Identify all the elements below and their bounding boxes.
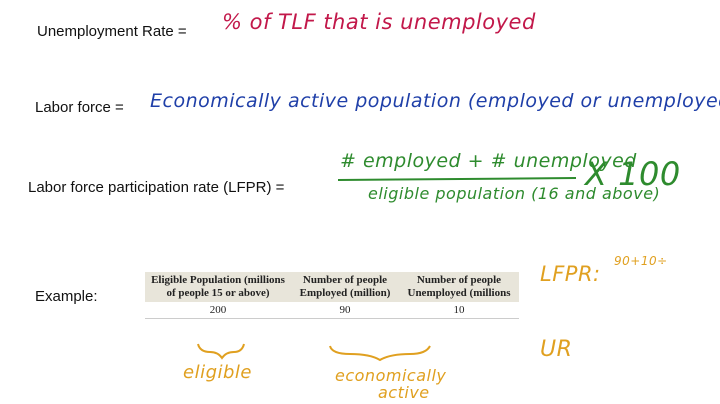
fraction-bar xyxy=(337,177,577,181)
example-table: Eligible Population (millions of people … xyxy=(145,272,519,319)
handwritten-note: eligible xyxy=(183,362,253,383)
term: Unemployment Rate = xyxy=(37,23,187,40)
cell: 200 xyxy=(145,302,291,319)
numerator: # employed + # unemployed xyxy=(340,150,637,172)
handwritten-note: UR xyxy=(540,337,573,362)
term: Labor force participation rate (LFPR) = xyxy=(28,179,285,196)
example-label: Example: xyxy=(35,288,98,305)
cell: 10 xyxy=(399,302,519,319)
brace xyxy=(197,343,245,360)
cell: 90 xyxy=(291,302,399,319)
multiplier: X 100 xyxy=(585,155,681,193)
handwritten-note: active xyxy=(378,383,430,402)
handwritten-note: Economically active population (employed… xyxy=(150,90,720,112)
header-cell: Number of people Employed (million) xyxy=(291,272,399,302)
handwritten-note: % of TLF that is unemployed xyxy=(222,10,536,34)
handwritten-note: 90+10÷ xyxy=(614,254,668,268)
data-row: 200 90 10 xyxy=(145,302,519,319)
brace xyxy=(329,345,431,362)
header-row: Eligible Population (millions of people … xyxy=(145,272,519,302)
header-cell: Number of people Unemployed (millions xyxy=(399,272,519,302)
denominator: eligible population (16 and above) xyxy=(368,184,661,203)
handwritten-note: economically xyxy=(335,366,447,385)
handwritten-note: LFPR: xyxy=(540,262,601,286)
header-cell: Eligible Population (millions of people … xyxy=(145,272,291,302)
term: Labor force = xyxy=(35,99,124,116)
